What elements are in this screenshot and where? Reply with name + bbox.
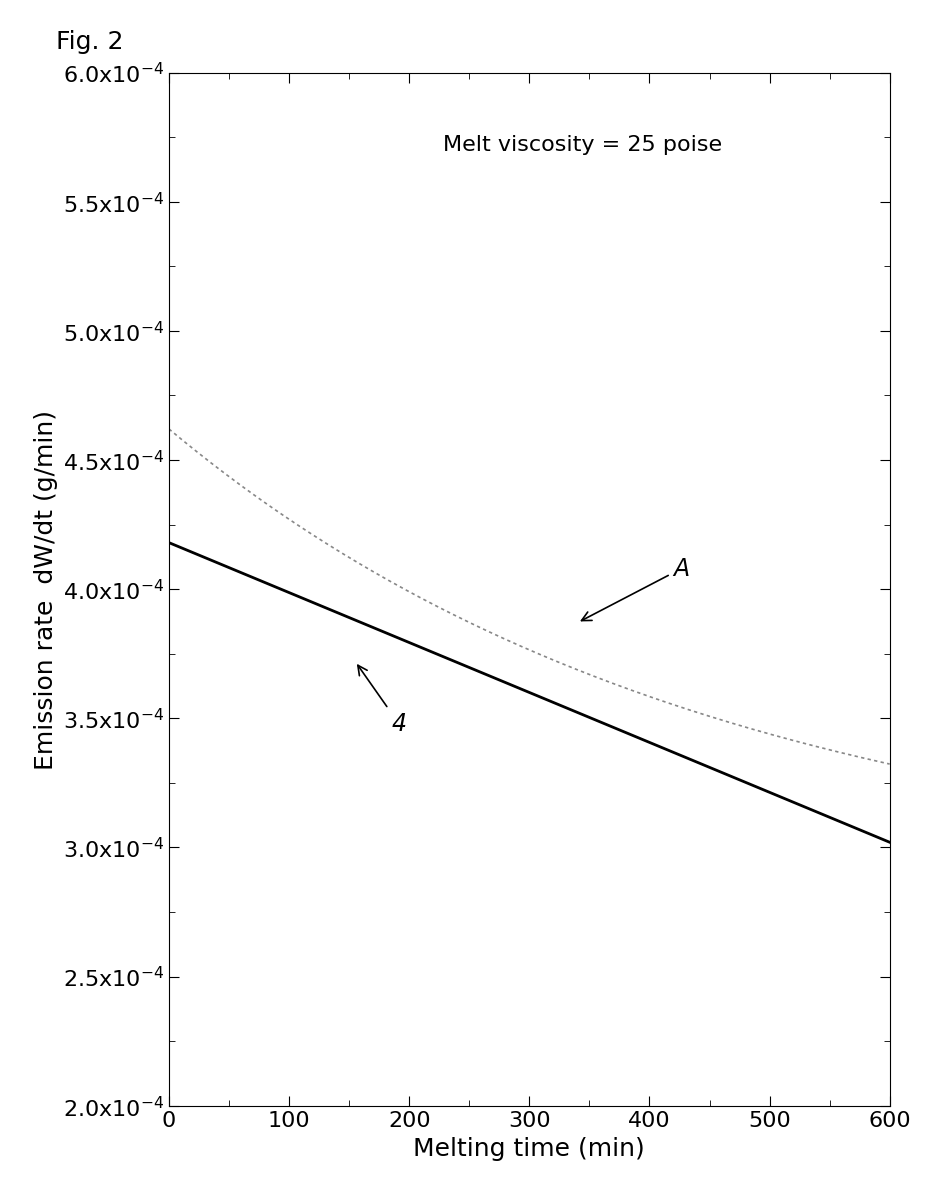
Y-axis label: Emission rate  dW/dt (g/min): Emission rate dW/dt (g/min) — [33, 410, 57, 769]
Text: A: A — [582, 557, 690, 621]
Text: 4: 4 — [357, 666, 407, 736]
Text: Melt viscosity = 25 poise: Melt viscosity = 25 poise — [443, 135, 722, 155]
X-axis label: Melting time (min): Melting time (min) — [414, 1136, 645, 1160]
Text: Fig. 2: Fig. 2 — [56, 30, 123, 53]
